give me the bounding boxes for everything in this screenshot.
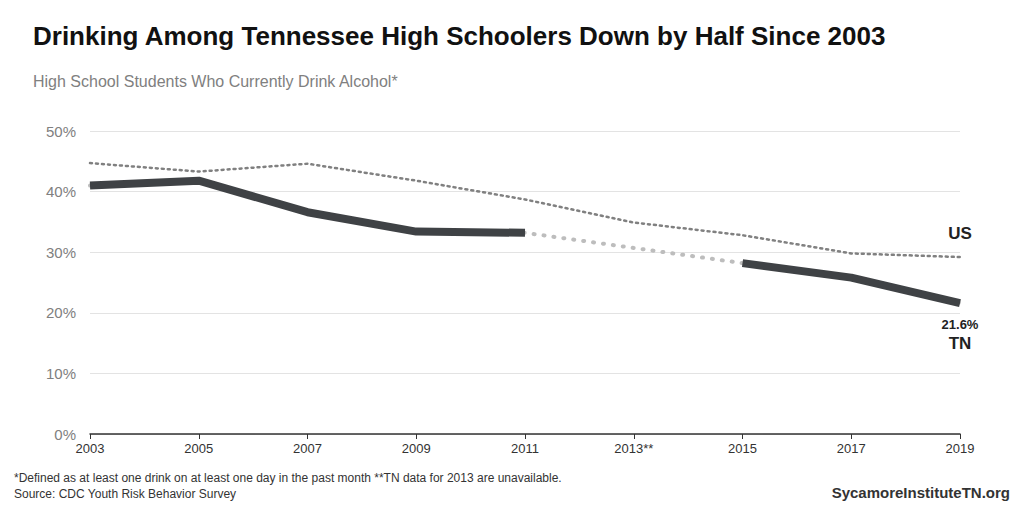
svg-text:30%: 30%: [46, 244, 76, 261]
svg-text:20%: 20%: [46, 304, 76, 321]
svg-text:*Defined as at least one drink: *Defined as at least one drink on at lea…: [14, 471, 562, 485]
svg-text:2011: 2011: [511, 441, 539, 456]
svg-text:40%: 40%: [46, 183, 76, 200]
svg-text:Drinking Among Tennessee High: Drinking Among Tennessee High Schoolers …: [33, 21, 885, 51]
svg-text:2003: 2003: [76, 441, 105, 456]
svg-text:50%: 50%: [46, 123, 76, 140]
svg-text:2007: 2007: [293, 441, 322, 456]
svg-text:2019: 2019: [946, 441, 975, 456]
svg-text:2015: 2015: [728, 441, 757, 456]
svg-text:Source: CDC Youth Risk Behavio: Source: CDC Youth Risk Behavior Survey: [14, 487, 236, 501]
svg-text:10%: 10%: [46, 365, 76, 382]
svg-text:21.6%: 21.6%: [942, 317, 979, 332]
svg-text:US: US: [948, 224, 972, 243]
svg-text:High School Students Who Curre: High School Students Who Currently Drink…: [33, 73, 398, 90]
svg-text:2013**: 2013**: [614, 441, 653, 456]
svg-text:2005: 2005: [184, 441, 213, 456]
svg-text:2017: 2017: [837, 441, 866, 456]
svg-text:2009: 2009: [402, 441, 431, 456]
svg-text:SycamoreInstituteTN.org: SycamoreInstituteTN.org: [832, 484, 1010, 501]
svg-text:0%: 0%: [54, 426, 76, 443]
svg-text:TN: TN: [949, 334, 972, 353]
